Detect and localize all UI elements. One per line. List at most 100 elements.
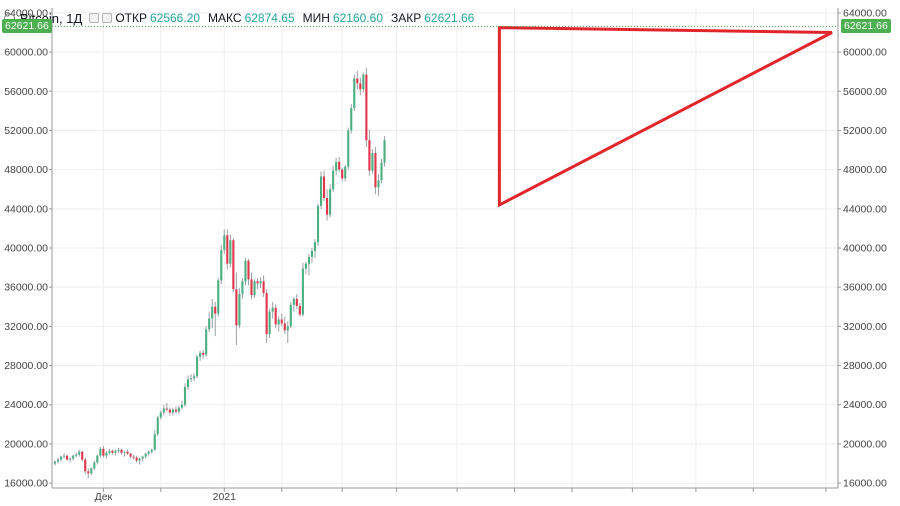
y-tick-label-left: 24000.00 [4, 399, 48, 411]
candle-body [162, 408, 165, 413]
close-value: 62621.66 [424, 11, 475, 25]
y-tick-label-left: 56000.00 [4, 86, 48, 98]
candle-body [362, 74, 365, 90]
candle-body [90, 468, 93, 474]
candle-body [102, 448, 105, 456]
candle-body [53, 461, 57, 464]
candle-body [374, 152, 377, 188]
symbol-interval: 1Д [66, 10, 83, 26]
high-label: МАКС [208, 11, 242, 25]
y-tick-label-left: 40000.00 [4, 243, 48, 255]
candle-body [59, 456, 63, 460]
candle-body [310, 250, 314, 257]
triangle-pattern [497, 26, 833, 208]
candle-body [153, 434, 156, 450]
candle-body [69, 458, 72, 460]
candles [53, 67, 386, 479]
candle-body [356, 78, 359, 84]
candle-body [214, 306, 217, 314]
candle-body [295, 298, 298, 306]
candle-body [120, 449, 123, 453]
candle-body [307, 256, 310, 264]
candle-body [256, 281, 259, 284]
candle-body [75, 454, 78, 456]
candle-body [177, 407, 181, 412]
candle-body [96, 455, 99, 463]
y-tick-label-right: 28000.00 [843, 360, 887, 372]
candle-body [81, 451, 84, 460]
y-tick-label-right: 60000.00 [843, 47, 887, 59]
candle-body [193, 376, 196, 379]
candle-body [129, 453, 132, 457]
candle-body [313, 242, 317, 251]
candle-body [223, 235, 226, 250]
candle-body [217, 280, 220, 314]
x-tick-label: 2021 [213, 491, 237, 503]
open-value: 62566.20 [149, 11, 201, 25]
candle-body [326, 198, 329, 215]
candle-body [322, 176, 326, 199]
candle-body [338, 161, 341, 170]
last-price-tag-left: 62621.66 [2, 19, 52, 34]
candle-body [189, 378, 193, 380]
candle-body [274, 307, 277, 325]
open-label: ОТКР [115, 11, 147, 25]
candle-body [368, 140, 371, 171]
candle-body [332, 170, 335, 190]
candle-body [63, 455, 66, 457]
candle-body [72, 455, 75, 459]
y-tick-label-right: 32000.00 [843, 321, 887, 333]
y-tick-label-right: 16000.00 [843, 478, 887, 490]
y-tick-label-left: 52000.00 [4, 125, 48, 137]
candle-body [277, 319, 280, 325]
chart-legend: Bitcoin, 1Д ОТКР 62566.20 МАКС 62874.65 … [4, 9, 482, 27]
y-tick-label-right: 20000.00 [843, 438, 887, 450]
candle-body [377, 180, 380, 188]
candle-body [93, 462, 96, 469]
candle-body [298, 305, 301, 315]
candle-body [138, 458, 141, 461]
candle-body [304, 263, 307, 269]
candle-body [84, 459, 87, 472]
candle-body [247, 260, 250, 280]
hide-series-button[interactable] [89, 13, 100, 23]
candle-body [259, 281, 262, 284]
candle-body [111, 450, 114, 453]
y-tick-label-left: 48000.00 [4, 164, 48, 176]
candle-body [380, 162, 383, 181]
y-tick-label-right: 56000.00 [843, 86, 887, 98]
candle-body [235, 289, 238, 326]
candle-body [350, 107, 353, 131]
chart-axes: 16000.00 16000.00 20000.00 20000.00 24000.00… [4, 7, 887, 503]
candle-body [232, 240, 235, 290]
candle-body [250, 279, 253, 296]
y-tick-label-right: 40000.00 [843, 243, 887, 255]
settings-button[interactable] [102, 13, 113, 23]
y-tick-label-left: 32000.00 [4, 321, 48, 333]
candle-body [265, 293, 268, 335]
candle-body [108, 450, 111, 453]
y-tick-label-right: 44000.00 [843, 203, 887, 215]
candle-body [244, 260, 247, 282]
candle-body [253, 281, 256, 296]
candle-body [144, 453, 147, 457]
candle-body [126, 451, 129, 454]
candle-body [105, 452, 108, 456]
candle-body [211, 306, 214, 319]
candle-body [341, 169, 344, 179]
y-tick-label-left: 36000.00 [4, 282, 48, 294]
candle-body [171, 409, 174, 413]
candle-body [344, 166, 347, 179]
y-tick-label-right: 36000.00 [843, 282, 887, 294]
candle-body [147, 451, 150, 454]
candle-body [150, 449, 153, 452]
candle-body [66, 455, 69, 460]
candle-body [202, 352, 205, 355]
candle-body [141, 456, 144, 459]
candle-body [186, 379, 190, 388]
candle-body [183, 387, 187, 405]
candle-body [316, 205, 320, 243]
last-price-tag-right: 62621.66 [841, 19, 891, 34]
candle-body [238, 294, 241, 326]
